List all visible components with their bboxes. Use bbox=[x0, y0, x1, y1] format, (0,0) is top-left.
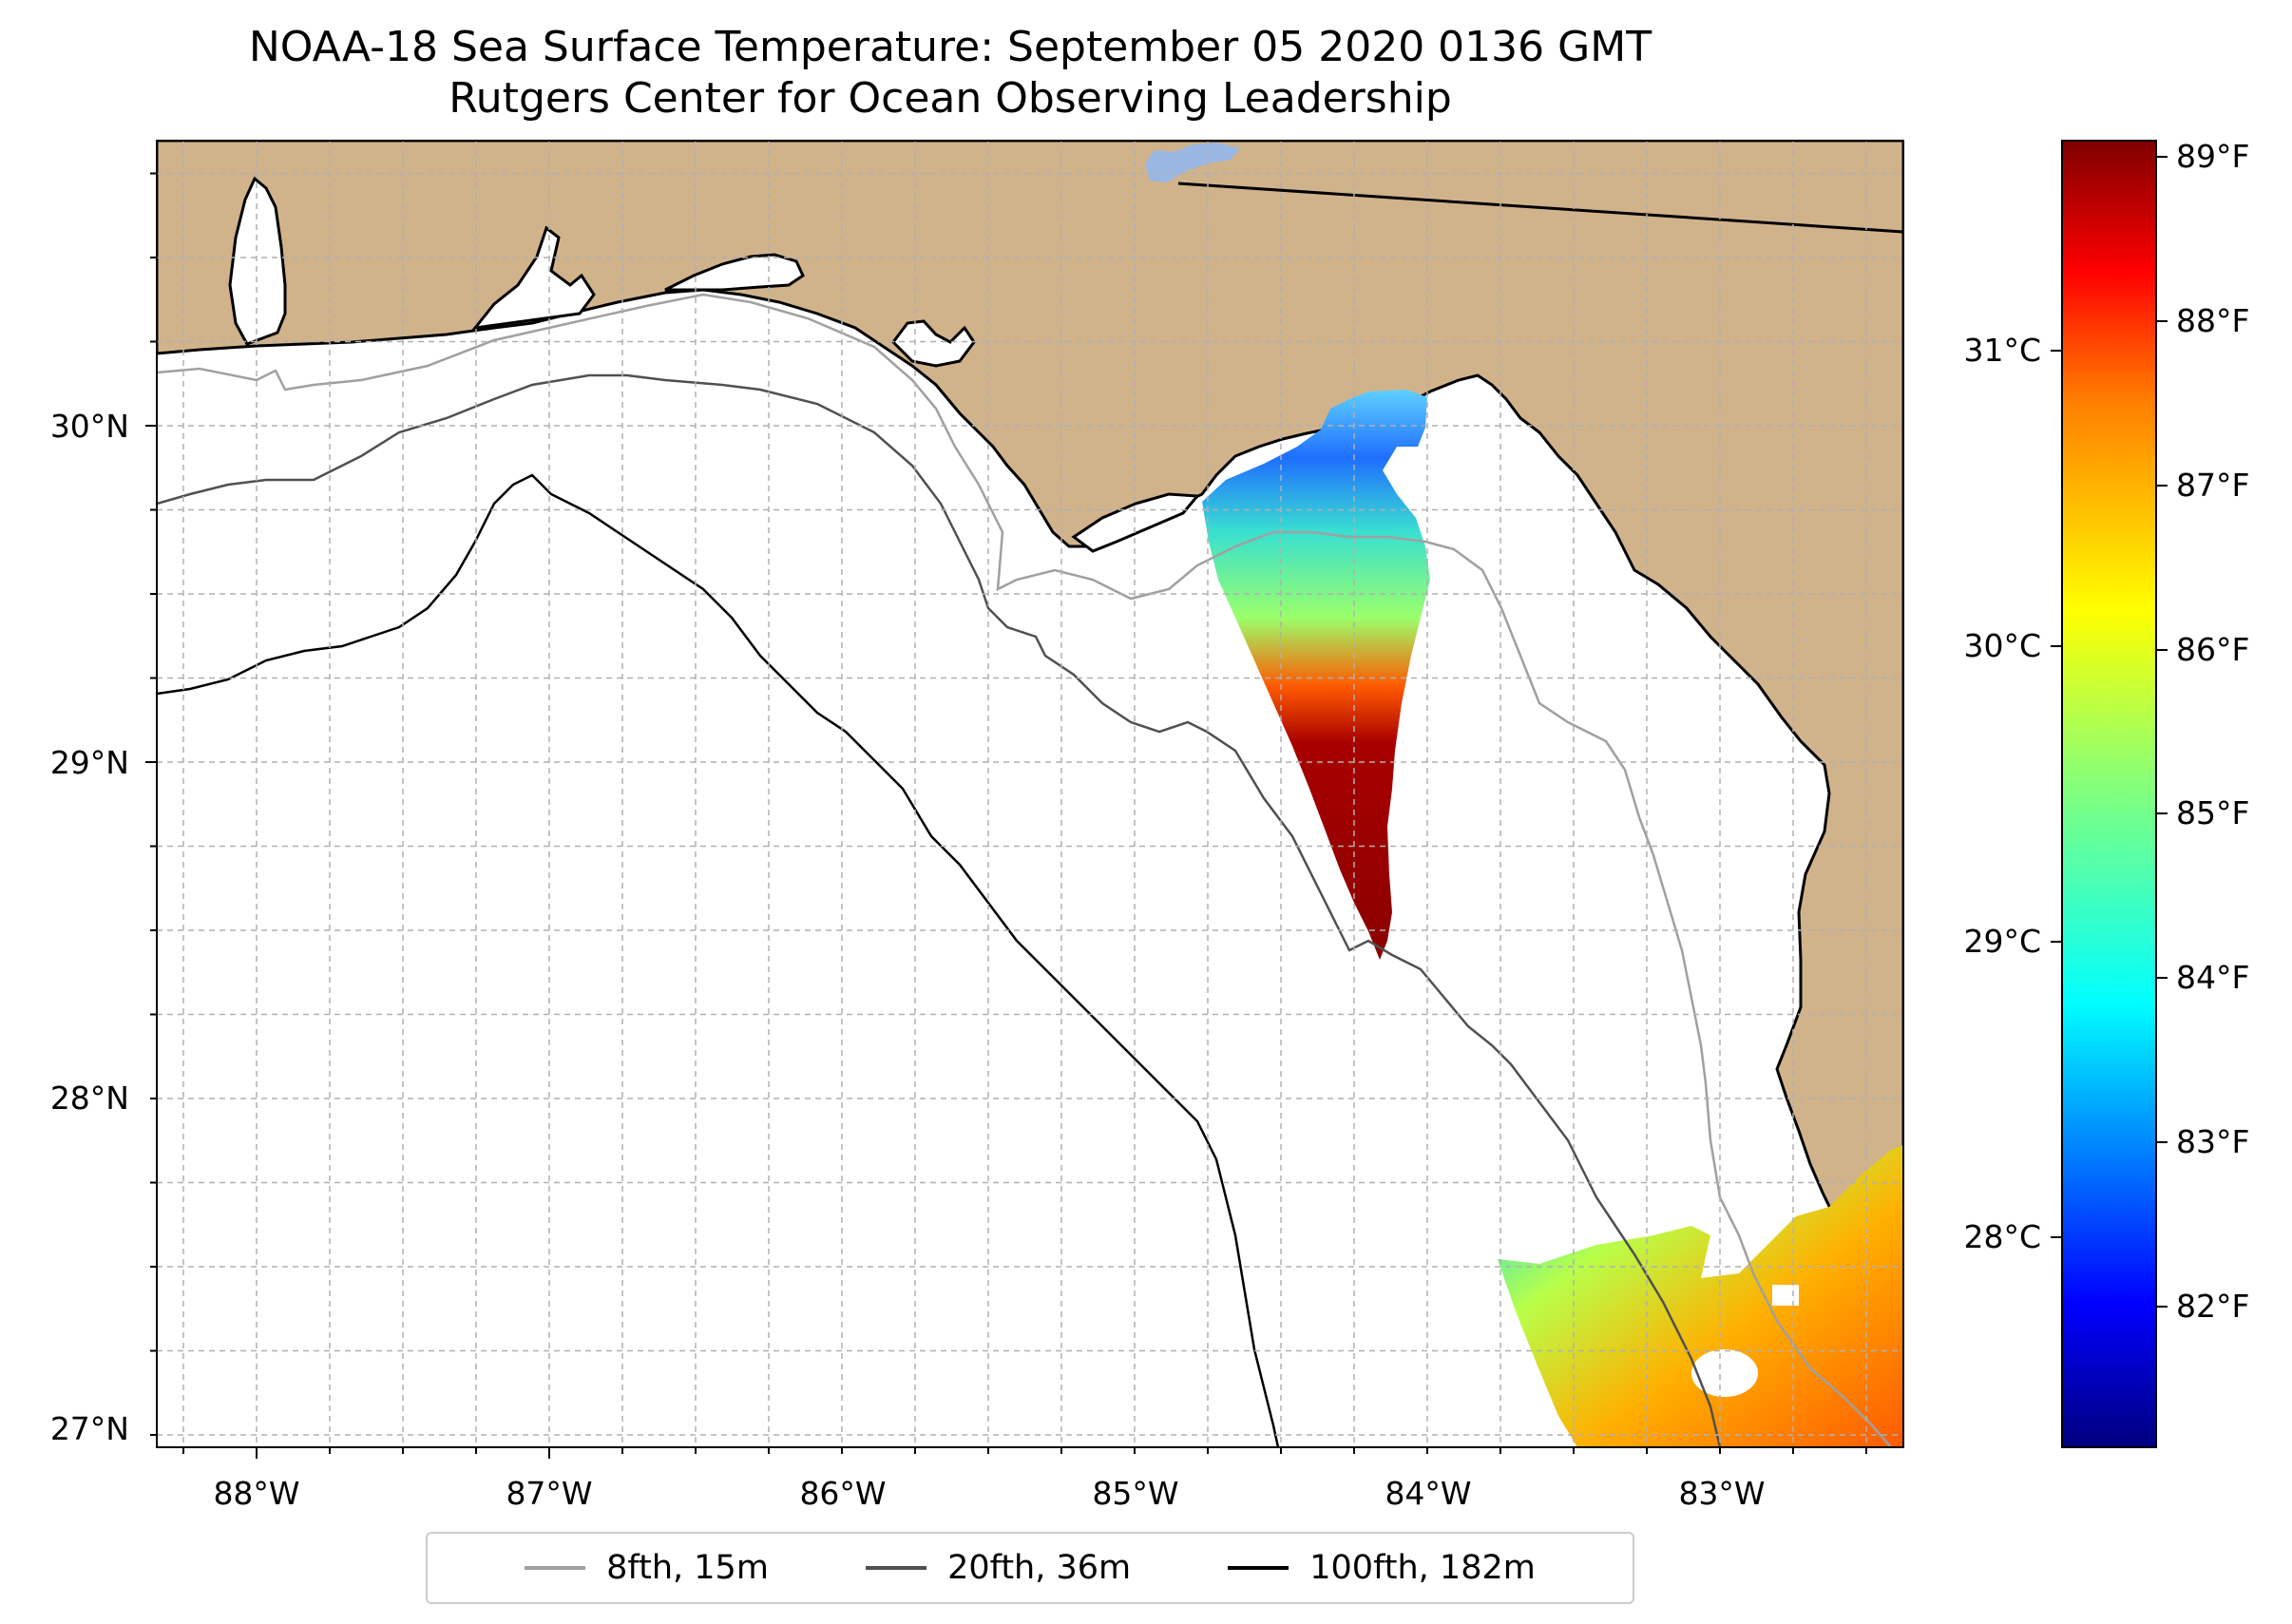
isobath-20fth bbox=[157, 373, 1722, 1447]
lat-label-29n: 29°N bbox=[50, 744, 129, 781]
sst-swath-south bbox=[1498, 1145, 1903, 1447]
lon-label-84w: 84°W bbox=[1385, 1475, 1471, 1512]
lon-label-87w: 87°W bbox=[506, 1475, 592, 1512]
legend: 8fth, 15m 20fth, 36m 100fth, 182m bbox=[426, 1532, 1634, 1604]
legend-swatch-8fth bbox=[525, 1566, 586, 1570]
swath-gap-2 bbox=[1772, 1285, 1799, 1306]
lon-label-83w: 83°W bbox=[1678, 1475, 1765, 1512]
chart-subtitle: Rutgers Center for Ocean Observing Leade… bbox=[449, 74, 1452, 123]
cb-f-label-89: 89°F bbox=[2176, 138, 2249, 175]
colorbar-ticks bbox=[2051, 156, 2168, 1308]
lat-label-30n: 30°N bbox=[50, 408, 129, 445]
cb-f-label-87: 87°F bbox=[2176, 467, 2249, 504]
lon-label-88w: 88°W bbox=[213, 1475, 299, 1512]
cb-c-label-30: 30°C bbox=[1963, 627, 2041, 664]
cb-c-label-31: 31°C bbox=[1963, 332, 2041, 369]
bay-1 bbox=[228, 176, 287, 346]
legend-swatch-20fth bbox=[866, 1566, 927, 1570]
cb-f-label-82: 82°F bbox=[2176, 1288, 2249, 1325]
lon-label-86w: 86°W bbox=[799, 1475, 886, 1512]
map-area bbox=[157, 141, 1903, 1447]
cb-c-label-28: 28°C bbox=[1963, 1218, 2041, 1255]
cb-f-label-85: 85°F bbox=[2176, 794, 2249, 831]
colorbar-frame bbox=[2061, 140, 2157, 1448]
isobath-8fth bbox=[157, 293, 1892, 1447]
legend-item-100fth: 100fth, 182m bbox=[1228, 1549, 1536, 1587]
legend-item-20fth: 20fth, 36m bbox=[866, 1549, 1131, 1587]
legend-label-8fth: 8fth, 15m bbox=[606, 1549, 769, 1587]
lake bbox=[1145, 143, 1240, 182]
legend-swatch-100fth bbox=[1228, 1566, 1289, 1570]
sst-swath-north bbox=[1202, 390, 1430, 960]
swath-gap bbox=[1691, 1349, 1758, 1397]
legend-item-8fth: 8fth, 15m bbox=[525, 1549, 769, 1587]
legend-label-100fth: 100fth, 182m bbox=[1309, 1549, 1536, 1587]
chart-title: NOAA-18 Sea Surface Temperature: Septemb… bbox=[248, 23, 1652, 71]
lat-label-27n: 27°N bbox=[50, 1410, 129, 1447]
axis-ticks bbox=[145, 172, 1867, 1459]
cb-f-label-84: 84°F bbox=[2176, 959, 2249, 996]
cb-f-label-83: 83°F bbox=[2176, 1123, 2249, 1160]
graticule bbox=[157, 141, 1903, 1447]
lat-label-28n: 28°N bbox=[50, 1079, 129, 1117]
sst-swath bbox=[1202, 390, 1903, 1447]
isobath-100fth bbox=[157, 473, 1280, 1447]
bay-4 bbox=[891, 319, 976, 368]
cb-c-label-29: 29°C bbox=[1963, 923, 2041, 960]
colorbar-gradient bbox=[2062, 141, 2156, 1447]
legend-label-20fth: 20fth, 36m bbox=[947, 1549, 1132, 1587]
lon-label-85w: 85°W bbox=[1092, 1475, 1178, 1512]
bay-5 bbox=[1071, 492, 1201, 553]
cb-f-label-88: 88°F bbox=[2176, 302, 2249, 339]
bay-2 bbox=[471, 225, 596, 330]
state-border bbox=[1177, 182, 1903, 234]
cb-f-label-86: 86°F bbox=[2176, 631, 2249, 668]
map-frame bbox=[156, 140, 1904, 1448]
